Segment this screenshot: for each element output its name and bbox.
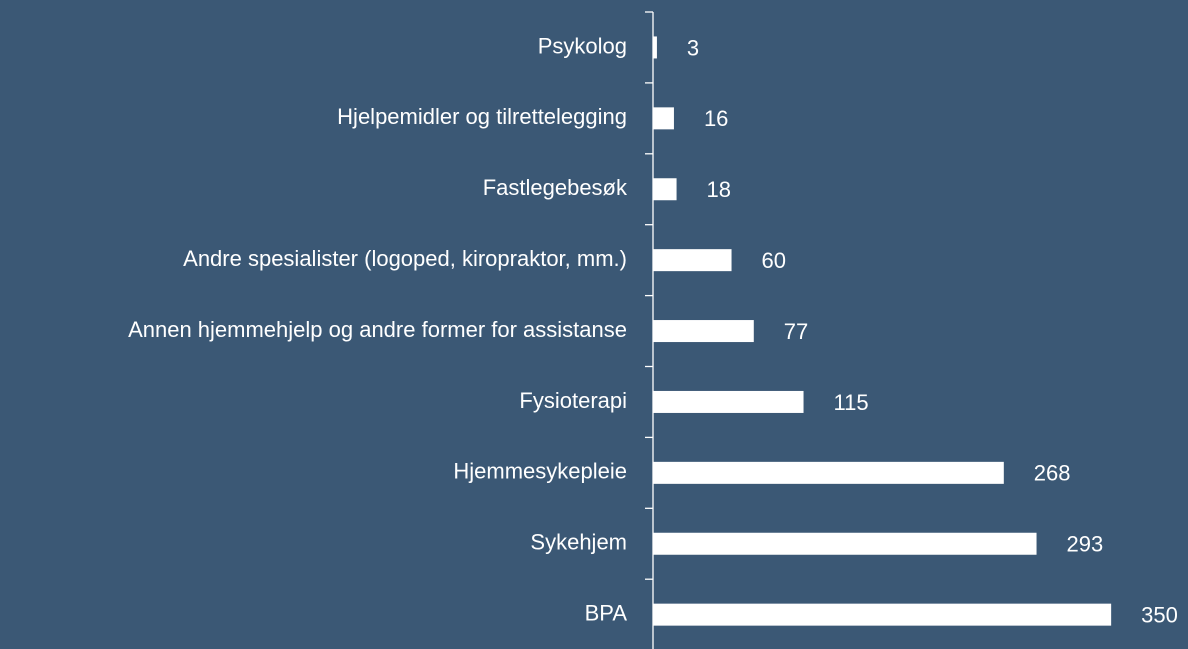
bar xyxy=(653,532,1037,555)
data-label: 350 xyxy=(1141,602,1178,627)
bar xyxy=(653,603,1112,626)
bar xyxy=(653,249,732,272)
y-tick-label: Annen hjemmehjelp og andre former for as… xyxy=(128,317,627,342)
bar xyxy=(653,178,677,201)
data-label: 293 xyxy=(1067,532,1104,557)
data-label: 16 xyxy=(704,106,728,131)
y-tick-label: Fastlegebesøk xyxy=(483,175,628,200)
y-tick-label: Psykolog xyxy=(538,33,627,58)
y-tick-label: Hjelpemidler og tilrettelegging xyxy=(337,104,627,129)
y-tick-label: BPA xyxy=(585,600,628,625)
bar xyxy=(653,461,1004,484)
data-label: 3 xyxy=(687,35,699,60)
data-label: 115 xyxy=(834,390,869,415)
data-label: 268 xyxy=(1034,461,1071,486)
data-label: 18 xyxy=(707,177,731,202)
y-tick-label: Fysioterapi xyxy=(519,388,627,413)
y-tick-label: Sykehjem xyxy=(530,530,627,555)
bar xyxy=(653,36,657,59)
data-label: 60 xyxy=(762,248,786,273)
y-tick-label: Andre spesialister (logoped, kiropraktor… xyxy=(183,246,627,271)
data-label: 77 xyxy=(784,319,808,344)
bar xyxy=(653,390,804,413)
y-tick-label: Hjemmesykepleie xyxy=(453,459,627,484)
bar xyxy=(653,107,674,130)
bar xyxy=(653,320,754,343)
